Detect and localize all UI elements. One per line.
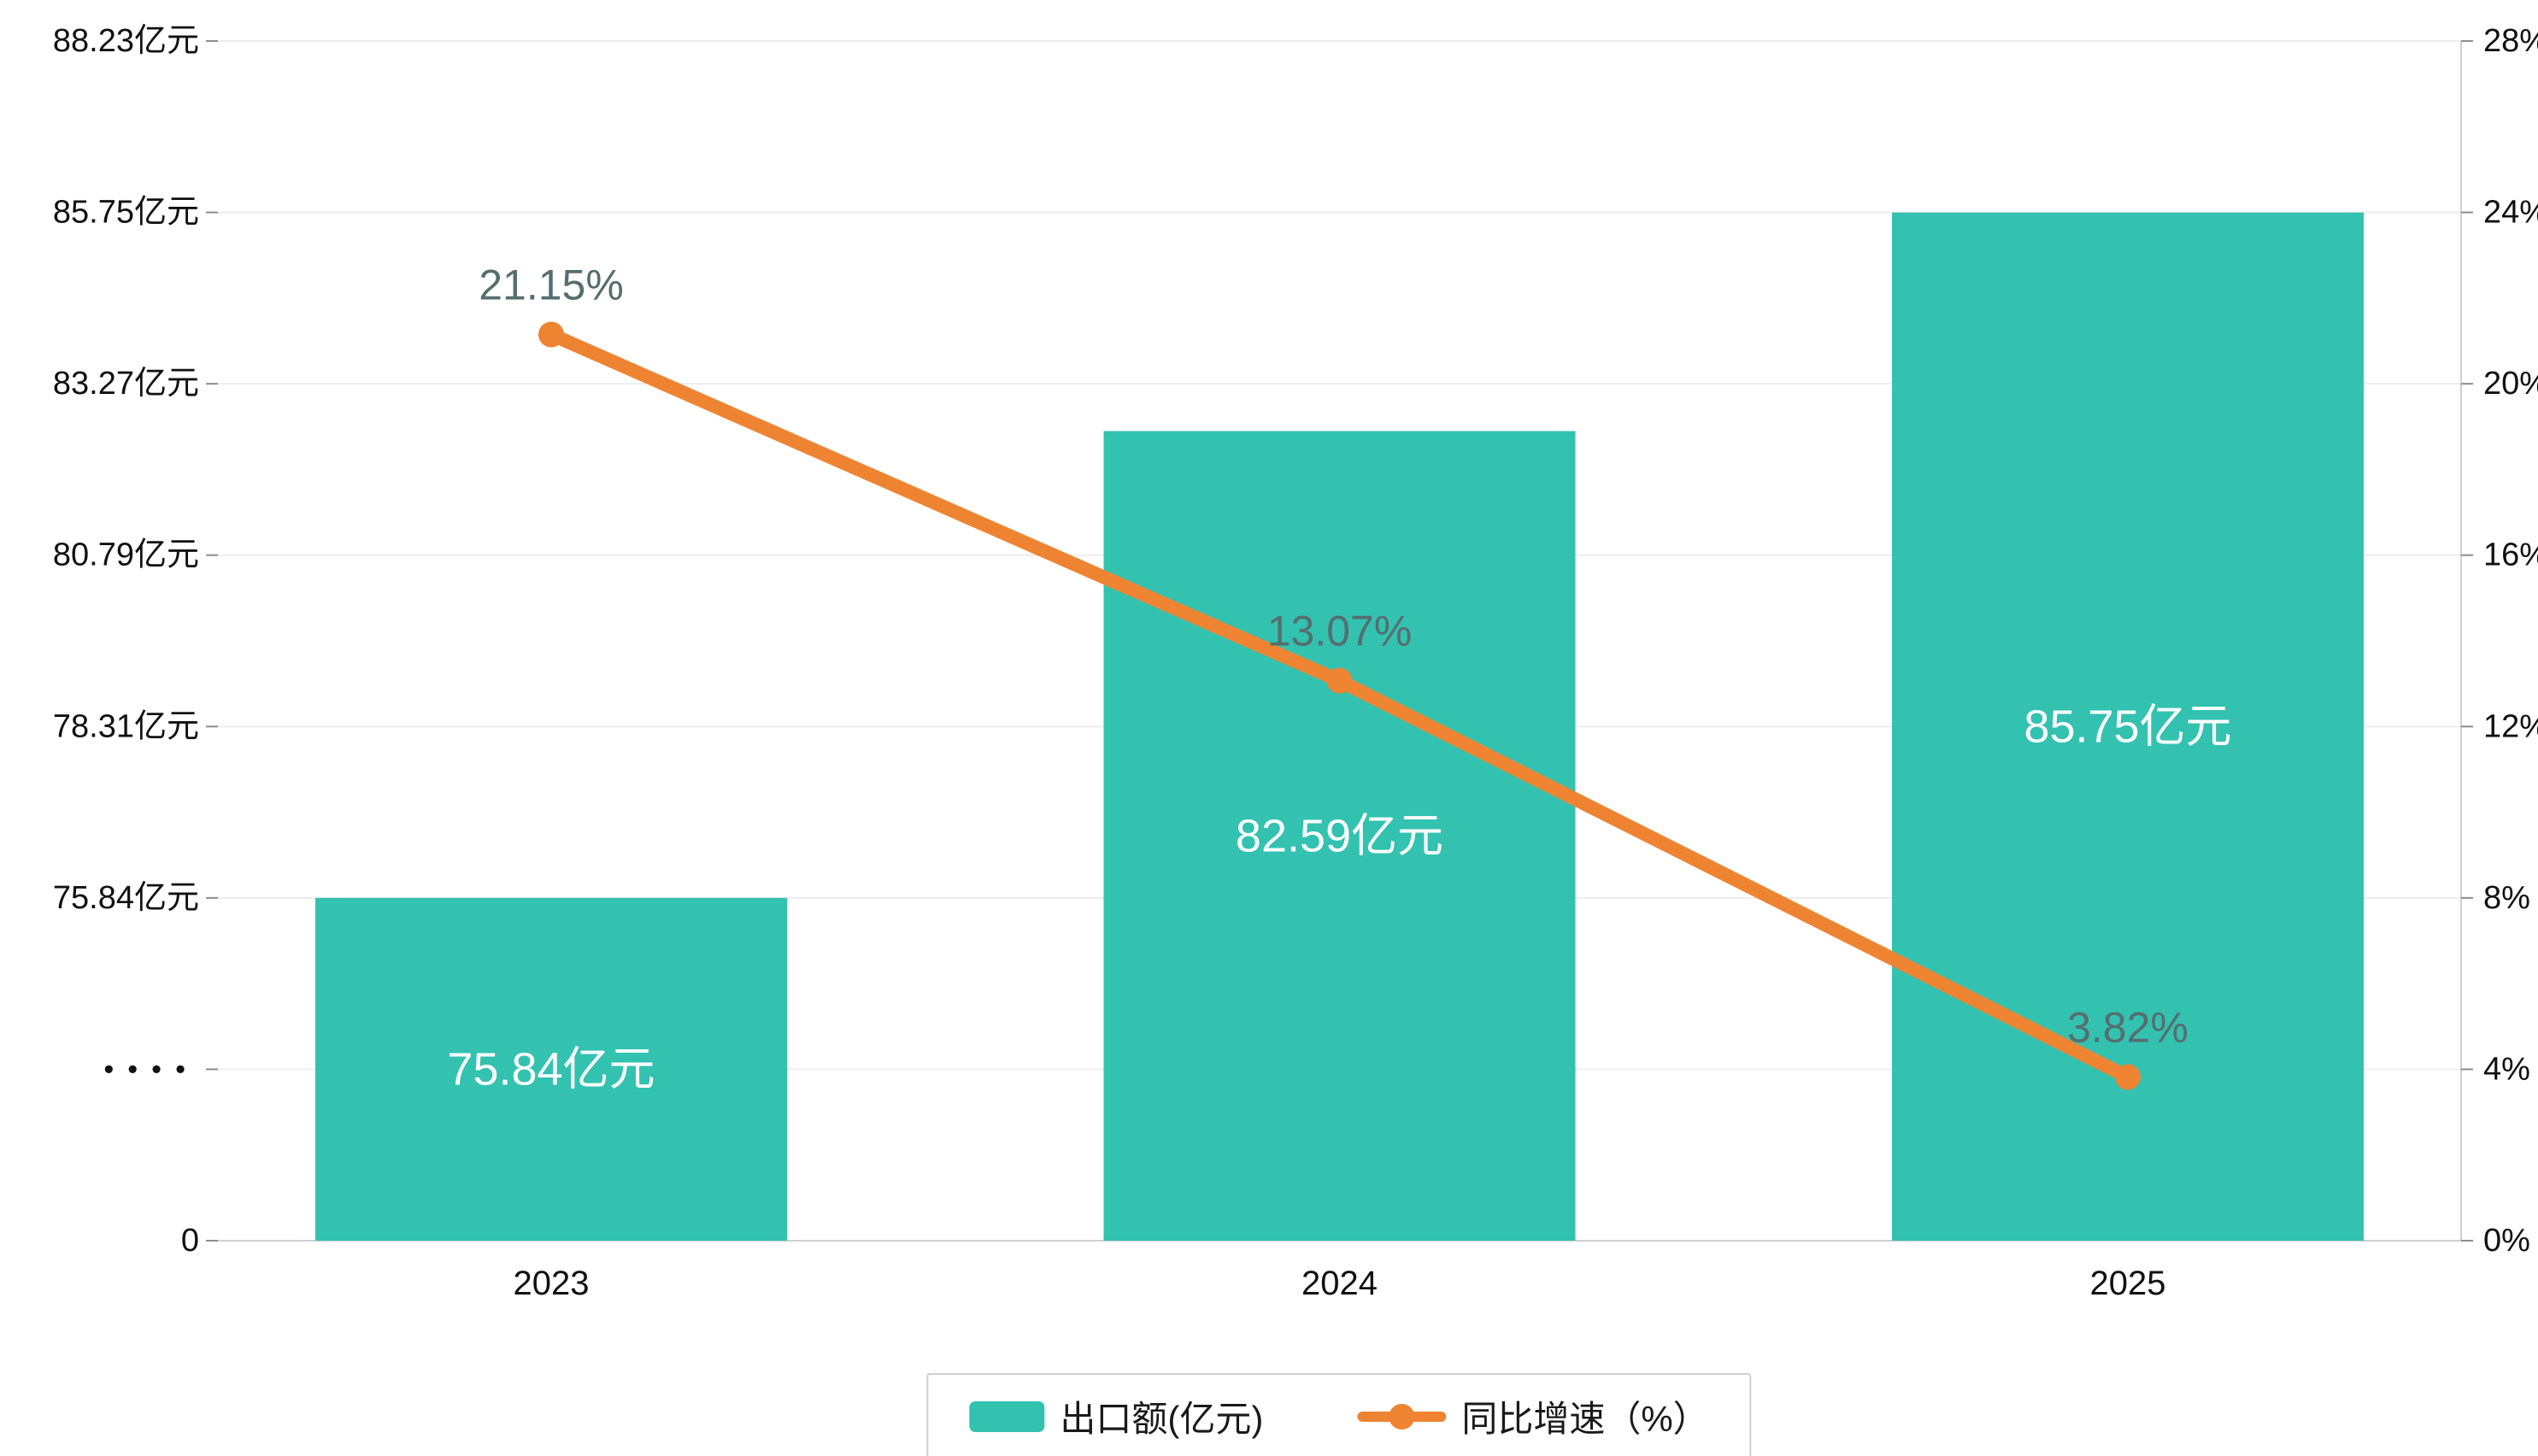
right-axis-label: 16% (2483, 537, 2538, 573)
bar-value-label-2025: 85.75亿元 (2024, 701, 2231, 752)
x-axis-label-2025: 2025 (2090, 1265, 2166, 1302)
legend: 出口额(亿元) 同比增速（%） (926, 1373, 1752, 1456)
growth-point-label-2025: 3.82% (2067, 1003, 2188, 1051)
right-axis-label: 12% (2483, 708, 2538, 744)
right-axis-label: 8% (2483, 880, 2530, 916)
left-axis-label: 78.31亿元 (53, 708, 199, 744)
left-axis-label: 88.23亿元 (53, 23, 199, 59)
bar-series-swatch (969, 1400, 1045, 1432)
bar-value-label-2024: 82.59亿元 (1236, 810, 1443, 861)
right-axis-label: 0% (2483, 1223, 2530, 1259)
line-series-swatch (1357, 1403, 1447, 1430)
growth-point-label-2024: 13.07% (1267, 608, 1413, 655)
left-axis-zero-label: 0 (181, 1223, 199, 1259)
left-axis-label: 83.27亿元 (53, 366, 199, 402)
bar-2024[interactable] (1103, 431, 1576, 1241)
right-axis-label: 4% (2483, 1051, 2530, 1087)
left-axis-label: 75.84亿元 (53, 880, 199, 916)
x-axis-label-2023: 2023 (514, 1265, 590, 1302)
growth-line-point-2023 (538, 321, 564, 348)
legend-item-bar-series[interactable]: 出口额(亿元) (969, 1390, 1263, 1442)
left-axis-label: 85.75亿元 (53, 195, 199, 231)
bar-value-label-2023: 75.84亿元 (447, 1043, 655, 1095)
x-axis-label-2024: 2024 (1301, 1265, 1378, 1302)
legend-item-line-series[interactable]: 同比增速（%） (1357, 1390, 1709, 1442)
legend-label-bar-series: 出口额(亿元) (1060, 1399, 1264, 1439)
left-axis-label: 80.79亿元 (53, 537, 199, 573)
right-axis-label: 24% (2483, 195, 2538, 231)
right-axis-label: 20% (2483, 366, 2538, 402)
legend-label-line-series: 同比增速（%） (1461, 1399, 1709, 1439)
axis-break-dots: •••• (103, 1053, 199, 1085)
growth-line-point-2024 (1326, 667, 1353, 694)
line-series-marker-icon (1389, 1403, 1415, 1430)
bar-2023[interactable] (315, 897, 787, 1241)
right-axis-label: 28% (2483, 23, 2538, 59)
growth-point-label-2023: 21.15% (479, 261, 624, 308)
growth-line-point-2025 (2115, 1064, 2141, 1090)
